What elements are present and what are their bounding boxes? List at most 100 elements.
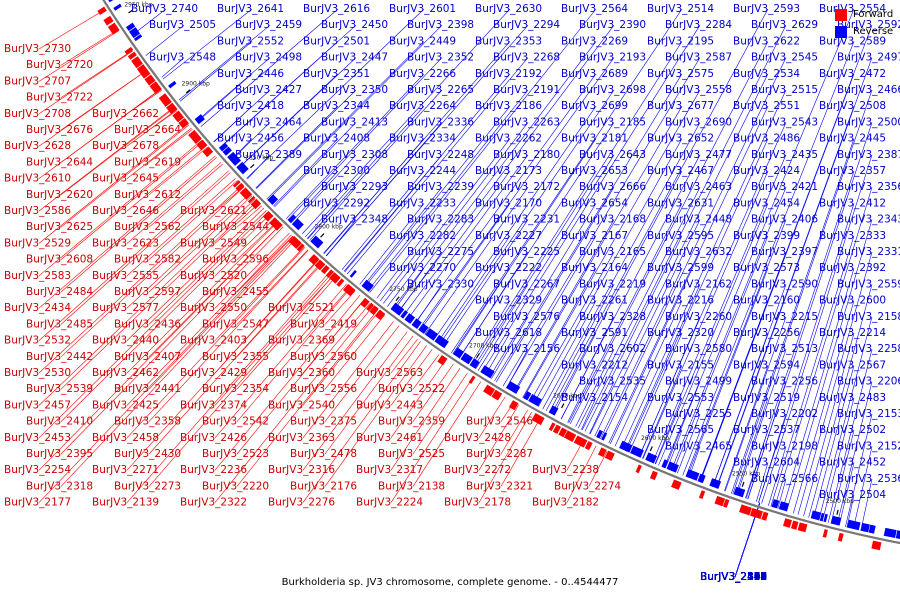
gene-label-reverse[interactable]: BurJV3_2501 <box>303 35 370 47</box>
gene-label-forward[interactable]: BurJV3_2646 <box>92 205 159 217</box>
gene-label-reverse[interactable]: BurJV3_2202 <box>751 408 818 420</box>
gene-label-reverse[interactable]: BurJV3_2300 <box>303 165 370 177</box>
gene-label-forward[interactable]: BurJV3_2177 <box>4 497 71 509</box>
gene-label-reverse[interactable]: BurJV3_2372 <box>700 571 767 583</box>
gene-label-forward[interactable]: BurJV3_2520 <box>180 270 247 282</box>
gene-label-reverse[interactable]: BurJV3_2421 <box>751 181 818 193</box>
gene-label-forward[interactable]: BurJV3_2645 <box>92 173 159 185</box>
gene-label-reverse[interactable]: BurJV3_2690 <box>665 116 732 128</box>
gene-label-reverse[interactable]: BurJV3_2558 <box>665 84 732 96</box>
gene-label-reverse[interactable]: BurJV3_2654 <box>561 197 628 209</box>
gene-label-reverse[interactable]: BurJV3_2505 <box>149 19 216 31</box>
gene-label-forward[interactable]: BurJV3_2428 <box>444 432 511 444</box>
gene-label-reverse[interactable]: BurJV3_2475 <box>700 571 767 583</box>
gene-label-reverse[interactable]: BurJV3_2244 <box>389 165 456 177</box>
gene-label-reverse[interactable]: BurJV3_2293 <box>321 181 388 193</box>
gene-label-forward[interactable]: BurJV3_2562 <box>114 221 181 233</box>
gene-label-reverse[interactable]: BurJV3_2592 <box>837 19 900 31</box>
gene-label-reverse[interactable]: BurJV3_2343 <box>837 214 900 226</box>
gene-label-reverse[interactable]: BurJV3_2266 <box>389 68 456 80</box>
gene-label-reverse[interactable]: BurJV3_2158 <box>837 311 900 323</box>
gene-label-forward[interactable]: BurJV3_2644 <box>26 156 93 168</box>
gene-label-reverse[interactable]: BurJV3_2390 <box>579 19 646 31</box>
gene-label-reverse[interactable]: BurJV3_2180 <box>493 149 560 161</box>
gene-label-reverse[interactable]: BurJV3_2506 <box>700 571 767 583</box>
gene-label-reverse[interactable]: BurJV3_2487 <box>700 571 767 583</box>
gene-label-reverse[interactable]: BurJV3_2589 <box>819 35 886 47</box>
gene-label-reverse[interactable]: BurJV3_2283 <box>407 214 474 226</box>
gene-label-reverse[interactable]: BurJV3_2536 <box>837 473 900 485</box>
gene-label-reverse[interactable]: BurJV3_2348 <box>321 214 388 226</box>
gene-label-reverse[interactable]: BurJV3_2165 <box>579 246 646 258</box>
gene-label-forward[interactable]: BurJV3_2355 <box>202 351 269 363</box>
gene-label-forward[interactable]: BurJV3_2597 <box>114 286 181 298</box>
gene-label-reverse[interactable]: BurJV3_2413 <box>321 116 388 128</box>
gene-label-reverse[interactable]: BurJV3_2336 <box>407 116 474 128</box>
gene-label-reverse[interactable]: BurJV3_2152 <box>837 440 900 452</box>
gene-label-reverse[interactable]: BurJV3_2357 <box>819 165 886 177</box>
gene-label-reverse[interactable]: BurJV3_2387 <box>837 149 900 161</box>
gene-label-reverse[interactable]: BurJV3_2198 <box>751 440 818 452</box>
gene-label-reverse[interactable]: BurJV3_2446 <box>217 68 284 80</box>
gene-label-reverse[interactable]: BurJV3_2590 <box>751 278 818 290</box>
gene-label-reverse[interactable]: BurJV3_2543 <box>751 116 818 128</box>
gene-label-forward[interactable]: BurJV3_2276 <box>268 497 335 509</box>
gene-label-reverse[interactable]: BurJV3_2263 <box>493 116 560 128</box>
gene-label-reverse[interactable]: BurJV3_2632 <box>665 246 732 258</box>
gene-label-reverse[interactable]: BurJV3_2222 <box>475 262 542 274</box>
gene-label-reverse[interactable]: BurJV3_2427 <box>235 84 302 96</box>
gene-label-reverse[interactable]: BurJV3_2580 <box>665 343 732 355</box>
gene-label-reverse[interactable]: BurJV3_2641 <box>217 3 284 15</box>
gene-label-forward[interactable]: BurJV3_2549 <box>180 237 247 249</box>
gene-label-forward[interactable]: BurJV3_2354 <box>202 383 269 395</box>
gene-label-reverse[interactable]: BurJV3_2552 <box>217 35 284 47</box>
gene-label-reverse[interactable]: BurJV3_2599 <box>647 262 714 274</box>
gene-label-reverse[interactable]: BurJV3_2164 <box>561 262 628 274</box>
gene-label-forward[interactable]: BurJV3_2318 <box>26 480 93 492</box>
gene-label-reverse[interactable]: BurJV3_2559 <box>837 278 900 290</box>
gene-label-forward[interactable]: BurJV3_2662 <box>92 108 159 120</box>
gene-label-forward[interactable]: BurJV3_2577 <box>92 302 159 314</box>
gene-label-reverse[interactable]: BurJV3_2412 <box>819 197 886 209</box>
gene-label-forward[interactable]: BurJV3_2547 <box>202 318 269 330</box>
gene-label-reverse[interactable]: BurJV3_2142 <box>700 571 767 583</box>
gene-label-reverse[interactable]: BurJV3_2653 <box>561 165 628 177</box>
gene-label-forward[interactable]: BurJV3_2182 <box>532 497 599 509</box>
gene-label-reverse[interactable]: BurJV3_2219 <box>579 278 646 290</box>
gene-label-reverse[interactable]: BurJV3_2179 <box>700 571 767 583</box>
gene-label-reverse[interactable]: BurJV3_2233 <box>389 197 456 209</box>
gene-label-reverse[interactable]: BurJV3_2471 <box>700 571 767 583</box>
gene-label-reverse[interactable]: BurJV3_2565 <box>647 424 714 436</box>
gene-label-reverse[interactable]: BurJV3_2468 <box>700 571 767 583</box>
gene-label-reverse[interactable]: BurJV3_2472 <box>819 68 886 80</box>
gene-label-reverse[interactable]: BurJV3_2225 <box>493 246 560 258</box>
gene-label-forward[interactable]: BurJV3_2621 <box>180 205 247 217</box>
gene-label-reverse[interactable]: BurJV3_2450 <box>321 19 388 31</box>
gene-label-reverse[interactable]: BurJV3_2600 <box>819 295 886 307</box>
gene-label-reverse[interactable]: BurJV3_2451 <box>700 571 767 583</box>
gene-label-forward[interactable]: BurJV3_2440 <box>92 335 159 347</box>
gene-label-reverse[interactable]: BurJV3_2454 <box>733 197 800 209</box>
gene-label-reverse[interactable]: BurJV3_2510 <box>700 571 767 583</box>
gene-label-reverse[interactable]: BurJV3_2409 <box>700 571 767 583</box>
gene-label-reverse[interactable]: BurJV3_2154 <box>561 392 628 404</box>
gene-label-reverse[interactable]: BurJV3_2524 <box>700 571 767 583</box>
gene-label-reverse[interactable]: BurJV3_2447 <box>321 52 388 64</box>
gene-label-forward[interactable]: BurJV3_2316 <box>268 464 335 476</box>
gene-label-forward[interactable]: BurJV3_2610 <box>4 173 71 185</box>
gene-label-reverse[interactable]: BurJV3_2618 <box>475 327 542 339</box>
gene-label-reverse[interactable]: BurJV3_2576 <box>493 311 560 323</box>
gene-label-reverse[interactable]: BurJV3_2353 <box>475 35 542 47</box>
gene-label-forward[interactable]: BurJV3_2530 <box>4 367 71 379</box>
gene-label-reverse[interactable]: BurJV3_2508 <box>819 100 886 112</box>
gene-label-reverse[interactable]: BurJV3_2408 <box>303 133 370 145</box>
gene-label-forward[interactable]: BurJV3_2138 <box>378 480 445 492</box>
gene-label-reverse[interactable]: BurJV3_2275 <box>407 246 474 258</box>
gene-label-forward[interactable]: BurJV3_2586 <box>4 205 71 217</box>
gene-label-reverse[interactable]: BurJV3_2156 <box>493 343 560 355</box>
gene-label-reverse[interactable]: BurJV3_2541 <box>700 571 767 583</box>
gene-label-reverse[interactable]: BurJV3_2334 <box>389 133 456 145</box>
gene-label-reverse[interactable]: BurJV3_2268 <box>493 52 560 64</box>
gene-label-reverse[interactable]: BurJV3_2569 <box>700 571 767 583</box>
gene-label-reverse[interactable]: BurJV3_2389 <box>235 149 302 161</box>
